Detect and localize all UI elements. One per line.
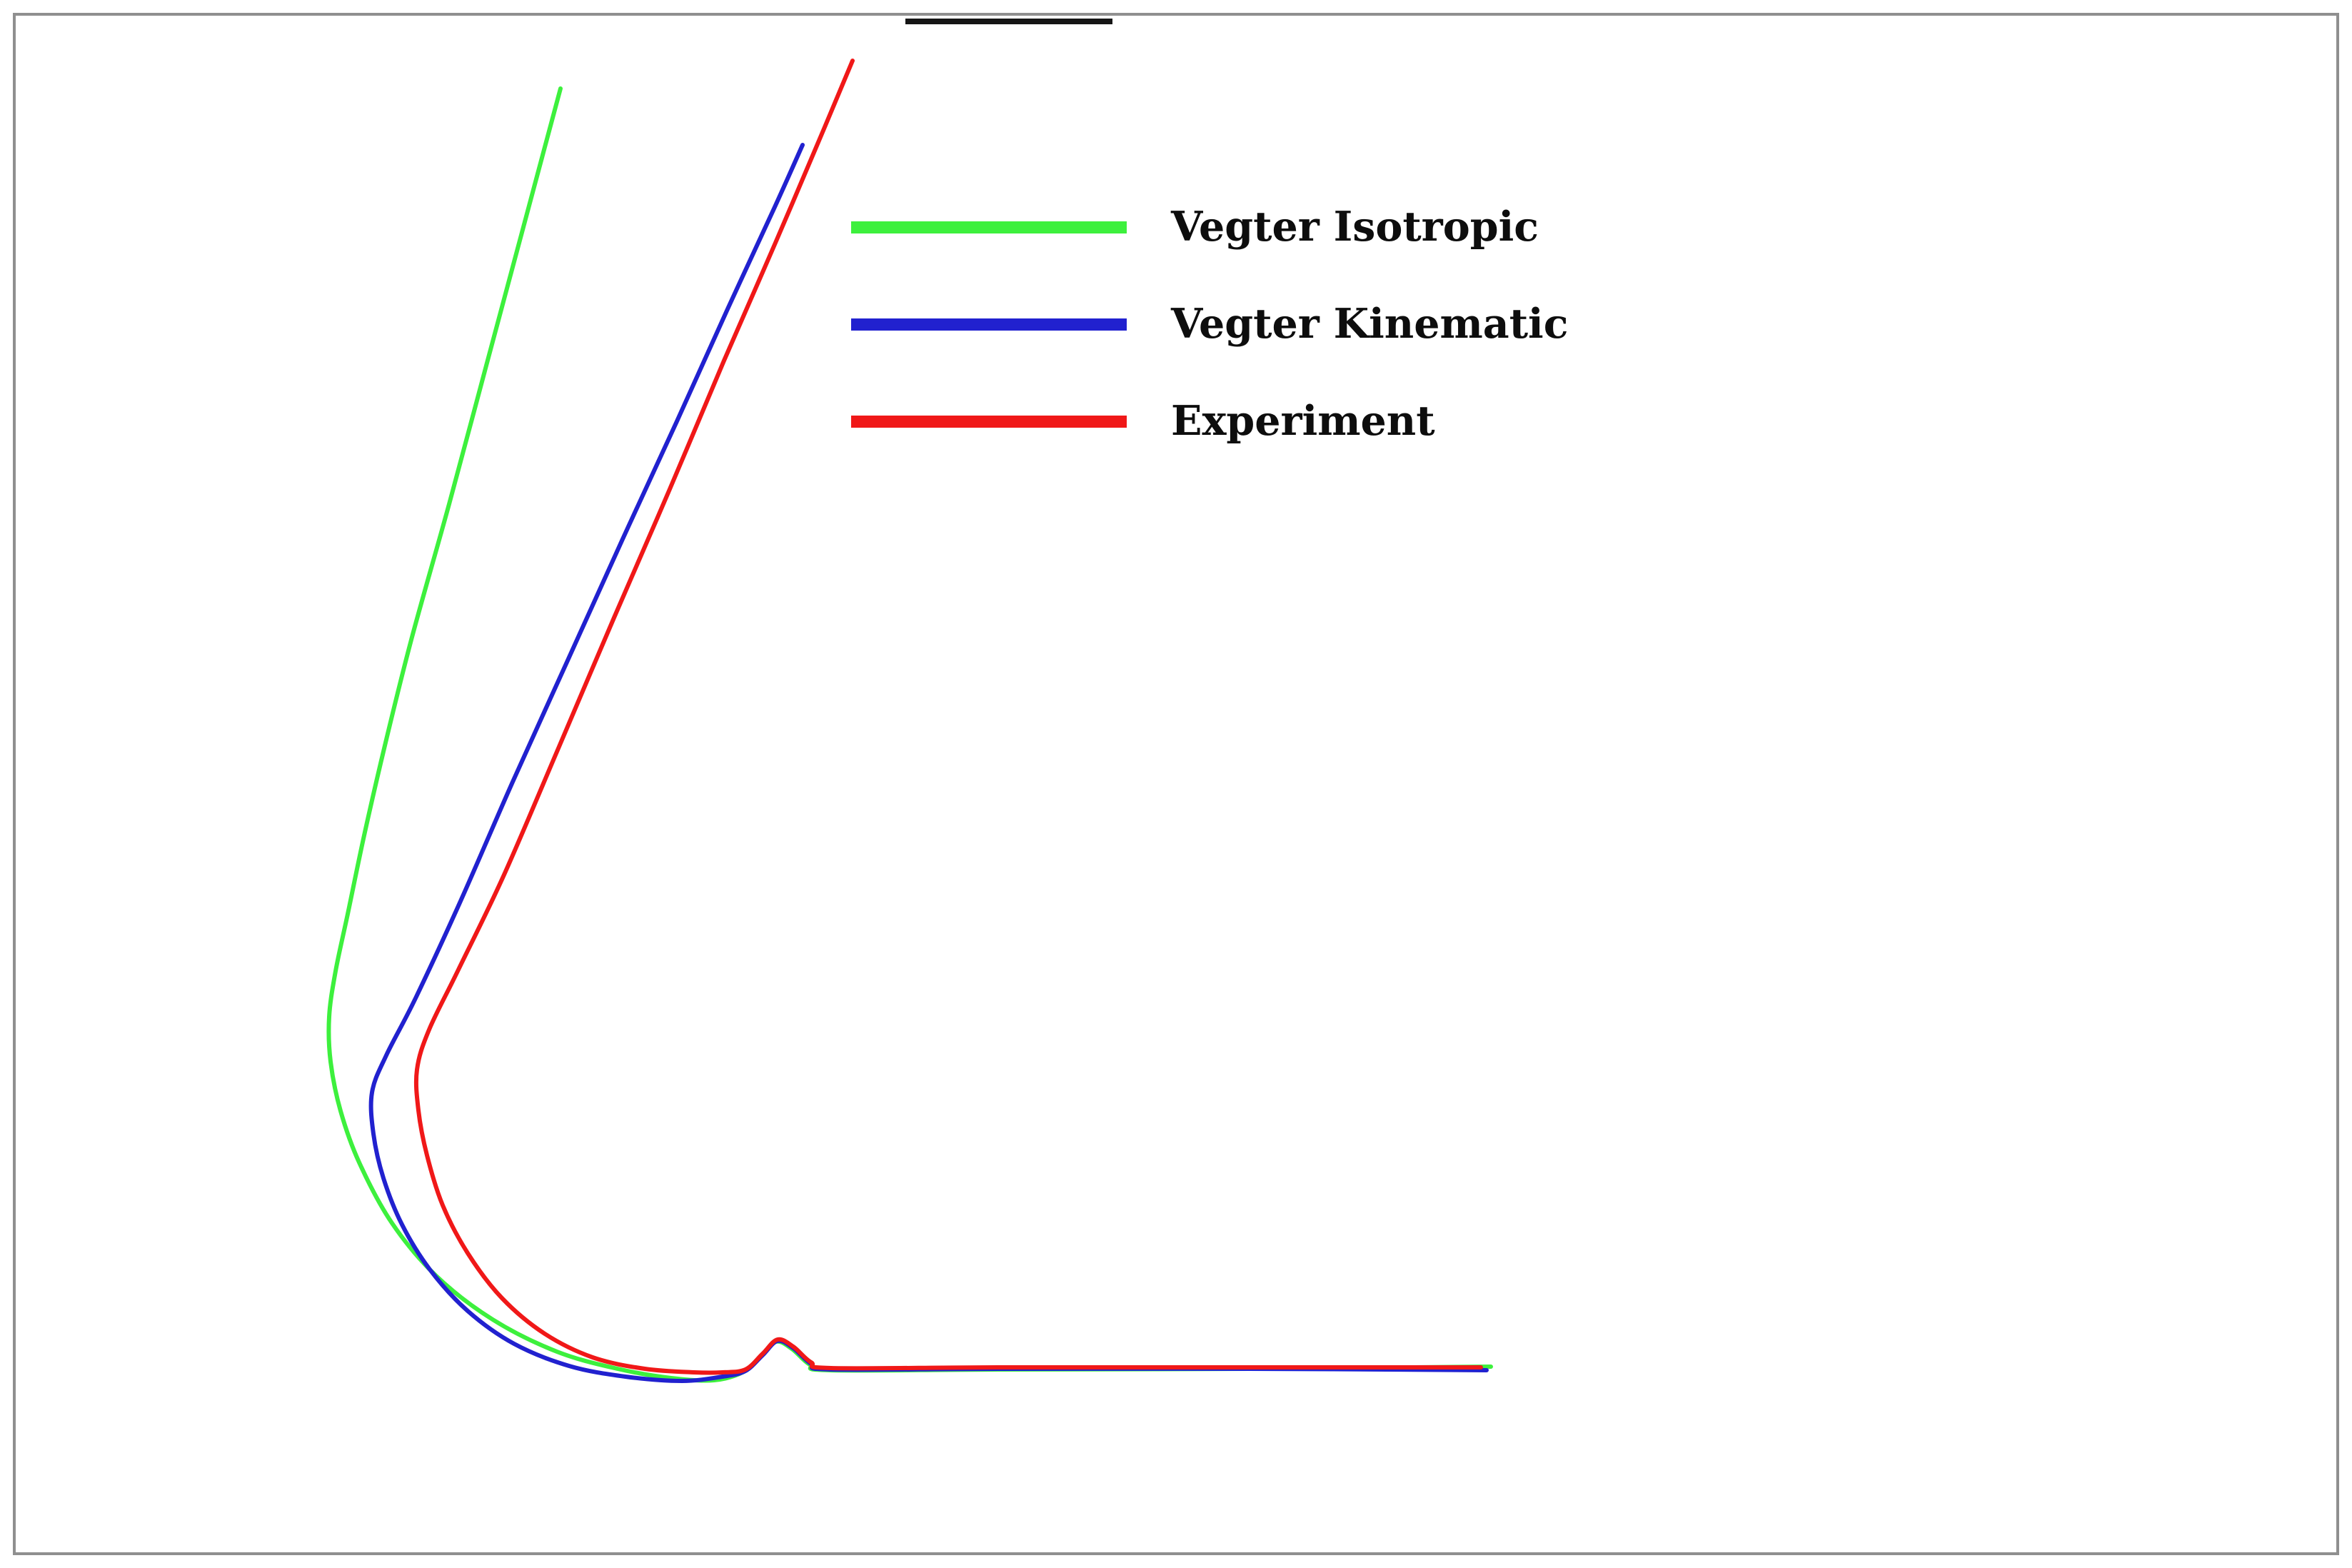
legend-swatch bbox=[851, 318, 1127, 331]
legend-item: Vegter Kinematic bbox=[851, 299, 1568, 349]
legend-label: Experiment bbox=[1171, 397, 1435, 445]
legend-label: Vegter Kinematic bbox=[1171, 300, 1569, 348]
legend-label: Vegter Isotropic bbox=[1171, 203, 1539, 251]
legend-swatch bbox=[851, 221, 1127, 233]
legend-item: Vegter Isotropic bbox=[851, 202, 1568, 252]
legend: Vegter Isotropic Vegter Kinematic Experi… bbox=[851, 202, 1568, 493]
legend-swatch bbox=[851, 415, 1127, 428]
legend-item: Experiment bbox=[851, 396, 1568, 446]
curve-experiment bbox=[413, 59, 1483, 1375]
figure-border bbox=[13, 13, 2339, 1555]
